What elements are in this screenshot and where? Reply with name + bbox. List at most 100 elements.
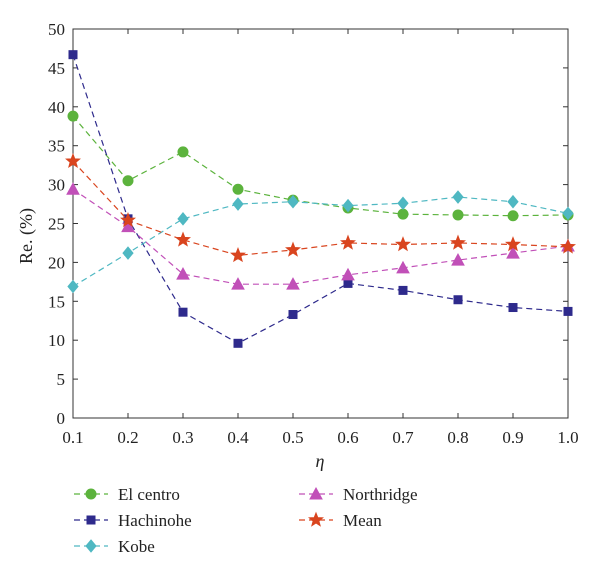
- x-tick-label: 1.0: [557, 428, 578, 447]
- data-point-mean: [395, 236, 411, 252]
- y-tick-label: 45: [48, 59, 65, 78]
- data-point-hachinohe: [398, 285, 408, 295]
- legend-label: Northridge: [343, 485, 418, 504]
- y-tick-label: 35: [48, 137, 65, 156]
- data-point-hachinohe: [233, 338, 243, 348]
- data-point-el-centro: [177, 146, 189, 158]
- y-tick-label: 5: [57, 370, 66, 389]
- y-tick-label: 20: [48, 253, 65, 272]
- y-axis-label: Re. (%): [16, 208, 37, 264]
- x-tick-label: 0.7: [392, 428, 414, 447]
- data-point-hachinohe: [453, 295, 463, 305]
- data-point-mean: [175, 231, 191, 247]
- legend-marker-hachinohe: [86, 515, 96, 525]
- series-northridge: [66, 182, 575, 290]
- data-point-hachinohe: [68, 50, 78, 60]
- data-point-hachinohe: [288, 310, 298, 320]
- data-point-northridge: [506, 246, 520, 259]
- y-tick-label: 0: [57, 409, 66, 428]
- data-point-hachinohe: [508, 303, 518, 313]
- x-tick-label: 0.3: [172, 428, 193, 447]
- series-el-centro: [67, 110, 574, 222]
- legend-label: Mean: [343, 511, 382, 530]
- data-point-mean: [340, 234, 356, 250]
- y-tick-label: 25: [48, 215, 65, 234]
- legend-marker-el-centro: [85, 488, 97, 500]
- x-tick-label: 0.4: [227, 428, 249, 447]
- y-tick-label: 40: [48, 98, 65, 117]
- y-axis-ticks: 0 5 10 15 20 25 30 35 40 45 50: [48, 20, 568, 428]
- legend-marker-northridge: [309, 486, 323, 500]
- data-point-kobe: [507, 194, 519, 209]
- data-point-kobe: [562, 206, 574, 221]
- series-mean: [65, 152, 576, 263]
- x-tick-label: 0.8: [447, 428, 468, 447]
- data-point-mean: [120, 211, 136, 228]
- data-point-hachinohe: [563, 306, 573, 316]
- series-line-northridge: [72, 188, 569, 285]
- data-point-kobe: [122, 246, 134, 260]
- legend-item-mean: Mean: [299, 511, 382, 530]
- series-line-hachinohe: [72, 54, 569, 344]
- data-point-northridge: [286, 277, 300, 290]
- legend-item-el-centro: El centro: [74, 485, 180, 504]
- data-point-northridge: [121, 219, 135, 233]
- data-point-el-centro: [452, 209, 464, 221]
- data-point-kobe: [232, 197, 244, 211]
- data-point-kobe: [397, 196, 409, 211]
- legend-item-hachinohe: Hachinohe: [74, 511, 192, 530]
- data-point-el-centro: [122, 175, 134, 187]
- data-point-hachinohe: [178, 307, 188, 317]
- data-point-kobe: [452, 190, 464, 204]
- plot-frame: [72, 28, 569, 419]
- data-point-mean: [285, 241, 301, 257]
- data-point-hachinohe: [343, 278, 353, 288]
- x-tick-label: 0.5: [282, 428, 303, 447]
- x-axis-ticks: 0.1 0.2 0.3 0.4 0.5 0.6 0.7 0.8 0.9 1.0: [62, 29, 579, 447]
- x-tick-label: 0.1: [62, 428, 83, 447]
- legend: El centro Hachinohe Kobe Northridge Mean: [74, 485, 418, 556]
- data-point-northridge: [66, 182, 80, 195]
- plot-area: [72, 28, 569, 419]
- data-point-el-centro: [232, 183, 244, 195]
- legend-item-kobe: Kobe: [74, 537, 155, 556]
- y-tick-label: 50: [48, 20, 65, 39]
- data-point-mean: [560, 238, 576, 254]
- data-point-northridge: [176, 267, 190, 280]
- y-tick-label: 30: [48, 176, 65, 195]
- legend-marker-kobe: [85, 539, 97, 553]
- series-kobe: [67, 190, 574, 294]
- data-point-kobe: [177, 212, 189, 226]
- x-tick-label: 0.2: [117, 428, 138, 447]
- data-point-northridge: [341, 267, 355, 281]
- legend-marker-mean: [308, 511, 324, 527]
- series-line-el-centro: [72, 115, 569, 217]
- data-point-mean: [505, 236, 521, 252]
- legend-item-northridge: Northridge: [299, 485, 418, 504]
- series-hachinohe: [68, 50, 573, 348]
- legend-label: Hachinohe: [118, 511, 192, 530]
- data-point-kobe: [342, 198, 354, 213]
- data-point-mean: [65, 152, 81, 169]
- x-tick-label: 0.9: [502, 428, 523, 447]
- y-tick-label: 15: [48, 292, 65, 311]
- series-layer: [65, 50, 576, 348]
- data-point-mean: [450, 234, 466, 250]
- data-point-el-centro: [67, 110, 79, 122]
- series-line-kobe: [72, 196, 569, 288]
- x-tick-label: 0.6: [337, 428, 358, 447]
- data-point-el-centro: [397, 208, 409, 220]
- x-axis-label: η: [316, 451, 325, 471]
- data-point-northridge: [231, 277, 245, 290]
- y-tick-label: 10: [48, 331, 65, 350]
- legend-label: Kobe: [118, 537, 155, 556]
- legend-label: El centro: [118, 485, 180, 504]
- data-point-mean: [230, 247, 246, 263]
- data-point-northridge: [451, 253, 465, 266]
- data-point-northridge: [396, 260, 410, 274]
- data-point-el-centro: [507, 210, 519, 222]
- series-line-mean: [72, 160, 569, 257]
- data-point-kobe: [287, 194, 299, 209]
- data-point-kobe: [67, 279, 79, 294]
